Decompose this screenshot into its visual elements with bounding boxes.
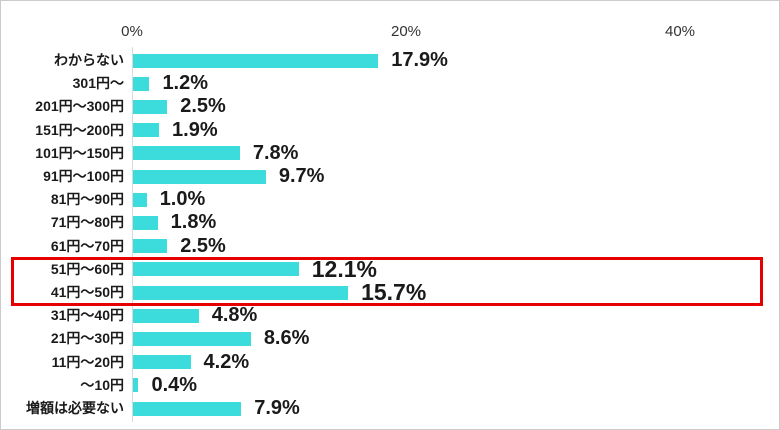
chart-row: 31円〜40円 4.8% <box>1 304 779 327</box>
category-label: 91円〜100円 <box>43 168 124 184</box>
value-label: 1.0% <box>159 188 206 211</box>
bar <box>133 355 191 370</box>
category-label: 11円〜20円 <box>51 353 124 370</box>
bar <box>133 123 160 138</box>
value-label: 4.8% <box>211 304 258 327</box>
chart-row: 91円〜100円 9.7% <box>1 165 779 188</box>
category-label: 51円〜60円 <box>50 260 124 277</box>
bar <box>133 401 242 416</box>
value-label: 1.9% <box>172 118 218 141</box>
category-label: 61円〜70円 <box>50 237 124 254</box>
value-label: 12.1% <box>311 255 377 282</box>
bar <box>133 169 266 184</box>
value-label: 4.2% <box>203 350 250 373</box>
category-label: 71円〜80円 <box>50 214 124 231</box>
chart-row: 101円〜150円 7.8% <box>1 141 779 165</box>
bar <box>133 99 168 114</box>
category-label: 増額は必要ない <box>26 400 124 416</box>
chart-row: 61円〜70円 2.5% <box>1 234 779 258</box>
bar <box>133 239 168 254</box>
category-label: 21円〜30円 <box>50 330 124 347</box>
value-label: 1.2% <box>162 72 209 95</box>
bar <box>133 308 199 323</box>
category-label: 31円〜40円 <box>50 307 124 324</box>
x-axis-tick-label: 40% <box>664 23 696 40</box>
category-label: 101円〜150円 <box>35 144 124 161</box>
bar <box>133 76 150 91</box>
chart-row: 〜10円 0.4% <box>1 373 779 397</box>
value-label: 17.9% <box>391 49 448 71</box>
bar <box>133 262 299 277</box>
value-label: 9.7% <box>278 165 325 187</box>
category-label: 〜10円 <box>80 376 124 393</box>
category-label: 41円〜50円 <box>50 284 124 300</box>
value-label: 0.4% <box>151 373 198 396</box>
category-label: 301円〜 <box>72 75 124 92</box>
bar <box>133 215 158 230</box>
chart-row: 81円〜90円 1.0% <box>1 188 779 211</box>
chart-row: わからない 17.9% <box>1 49 779 72</box>
chart-row: 21円〜30円 8.6% <box>1 327 779 350</box>
bar <box>133 285 349 300</box>
value-label: 2.5% <box>180 234 226 257</box>
value-label: 8.6% <box>263 327 310 350</box>
chart-row: 201円〜300円 2.5% <box>1 95 779 118</box>
value-label: 15.7% <box>361 279 427 305</box>
chart-row: 11円〜20円 4.2% <box>1 350 779 374</box>
chart-row: 301円〜 1.2% <box>1 72 779 95</box>
category-label: 81円〜90円 <box>50 191 124 208</box>
category-label: 151円〜200円 <box>35 121 124 138</box>
x-axis-tick-label: 0% <box>121 23 143 40</box>
chart-row: 151円〜200円 1.9% <box>1 118 779 142</box>
bar <box>133 53 379 68</box>
value-label: 2.5% <box>180 95 226 118</box>
category-label: わからない <box>54 52 124 68</box>
value-label: 7.8% <box>252 141 299 164</box>
bar <box>133 192 147 207</box>
chart-row: 41円〜50円 15.7% <box>1 279 779 305</box>
x-axis-tick-label: 20% <box>390 23 422 40</box>
value-label: 1.8% <box>170 211 217 234</box>
y-axis-line <box>132 47 133 422</box>
chart-row: 51円〜60円 12.1% <box>1 255 779 282</box>
bar <box>133 146 240 161</box>
chart-row: 71円〜80円 1.8% <box>1 211 779 234</box>
chart-row: 増額は必要ない 7.9% <box>1 397 779 420</box>
bar <box>133 378 139 393</box>
bar <box>133 331 251 346</box>
value-label: 7.9% <box>254 397 300 419</box>
category-label: 201円〜300円 <box>35 98 124 115</box>
